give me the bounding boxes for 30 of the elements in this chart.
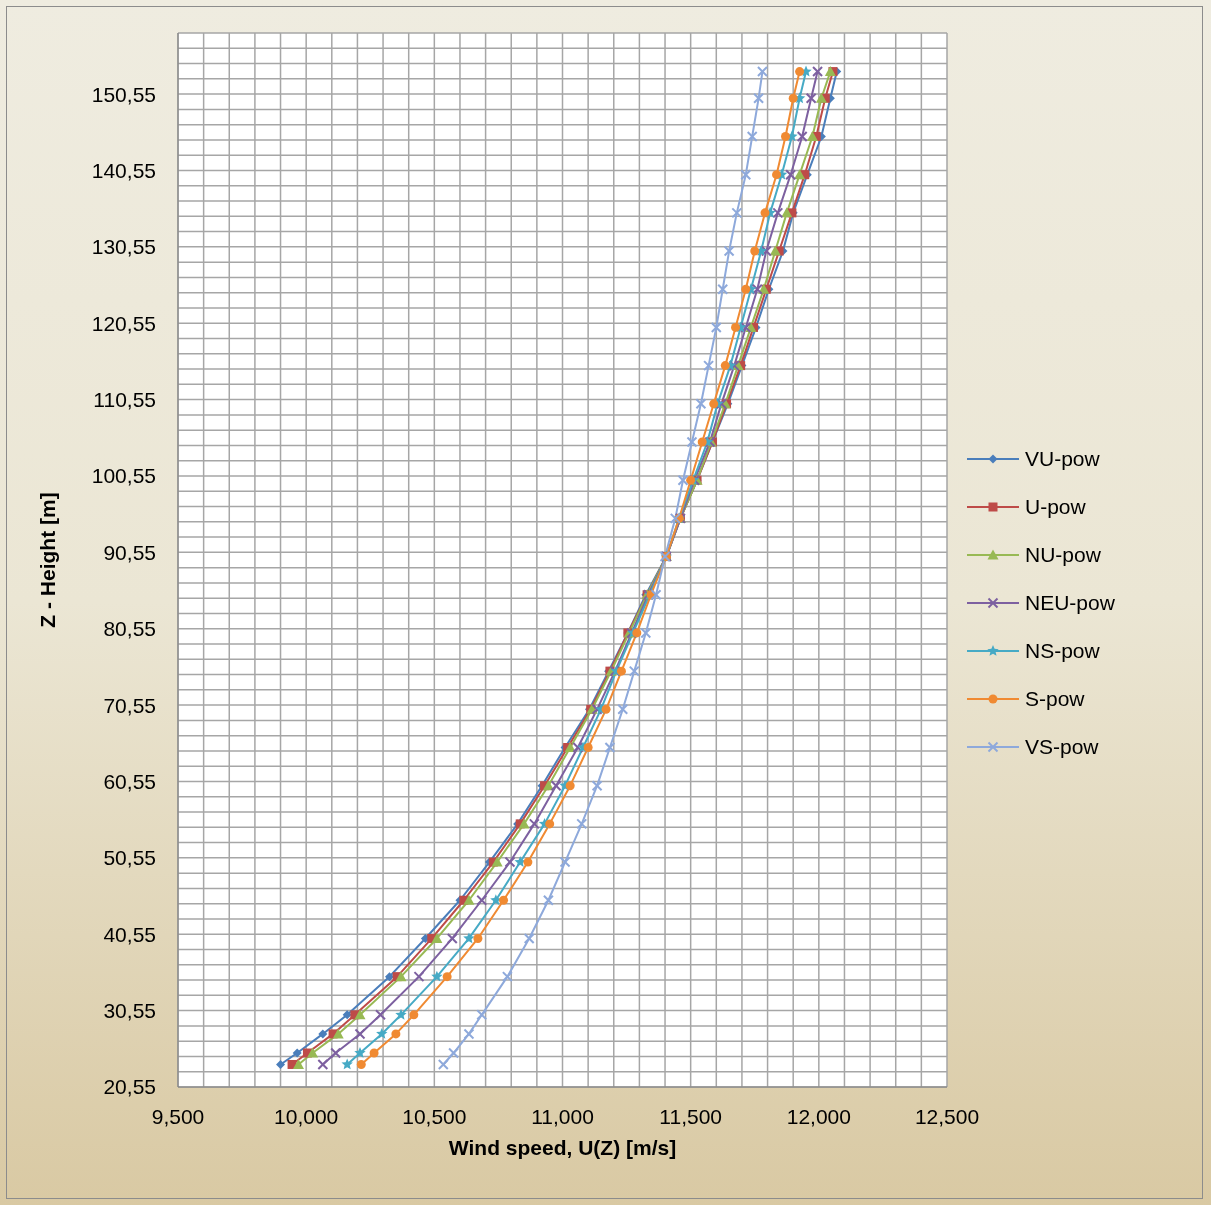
legend-label: NEU-pow	[1025, 590, 1115, 615]
y-tick-label: 90,55	[103, 540, 156, 564]
legend-label: S-pow	[1025, 686, 1085, 711]
x-tick-label: 9,500	[151, 1104, 205, 1128]
y-tick-label: 40,55	[103, 922, 156, 946]
y-tick-label: 60,55	[103, 769, 156, 793]
x-tick-label: 11,500	[659, 1104, 722, 1128]
legend-label: NS-pow	[1025, 638, 1100, 663]
y-tick-label: 80,55	[103, 617, 156, 641]
y-tick-label: 140,55	[91, 158, 156, 182]
x-tick-label: 10,000	[274, 1104, 339, 1128]
y-tick-label: 20,55	[103, 1075, 156, 1099]
y-axis-title: Z - Height [m]	[36, 492, 60, 628]
x-tick-label: 11,000	[531, 1104, 594, 1128]
y-tick-label: 150,55	[91, 82, 156, 106]
y-tick-label: 30,55	[103, 999, 156, 1023]
x-tick-label: 12,500	[914, 1104, 980, 1128]
y-tick-label: 70,55	[103, 693, 156, 717]
y-tick-label: 120,55	[91, 311, 156, 335]
x-tick-label: 12,000	[786, 1104, 851, 1128]
legend-label: VS-pow	[1025, 734, 1099, 759]
legend-label: NU-pow	[1025, 542, 1101, 567]
legend-label: VU-pow	[1025, 446, 1100, 471]
y-tick-label: 50,55	[103, 846, 156, 870]
y-tick-label: 130,55	[91, 235, 156, 259]
x-axis-title: Wind speed, U(Z) [m/s]	[448, 1136, 677, 1159]
y-tick-label: 110,55	[93, 388, 156, 412]
y-tick-label: 100,55	[91, 464, 156, 488]
x-tick-label: 10,500	[402, 1104, 467, 1128]
legend-label: U-pow	[1025, 494, 1086, 519]
